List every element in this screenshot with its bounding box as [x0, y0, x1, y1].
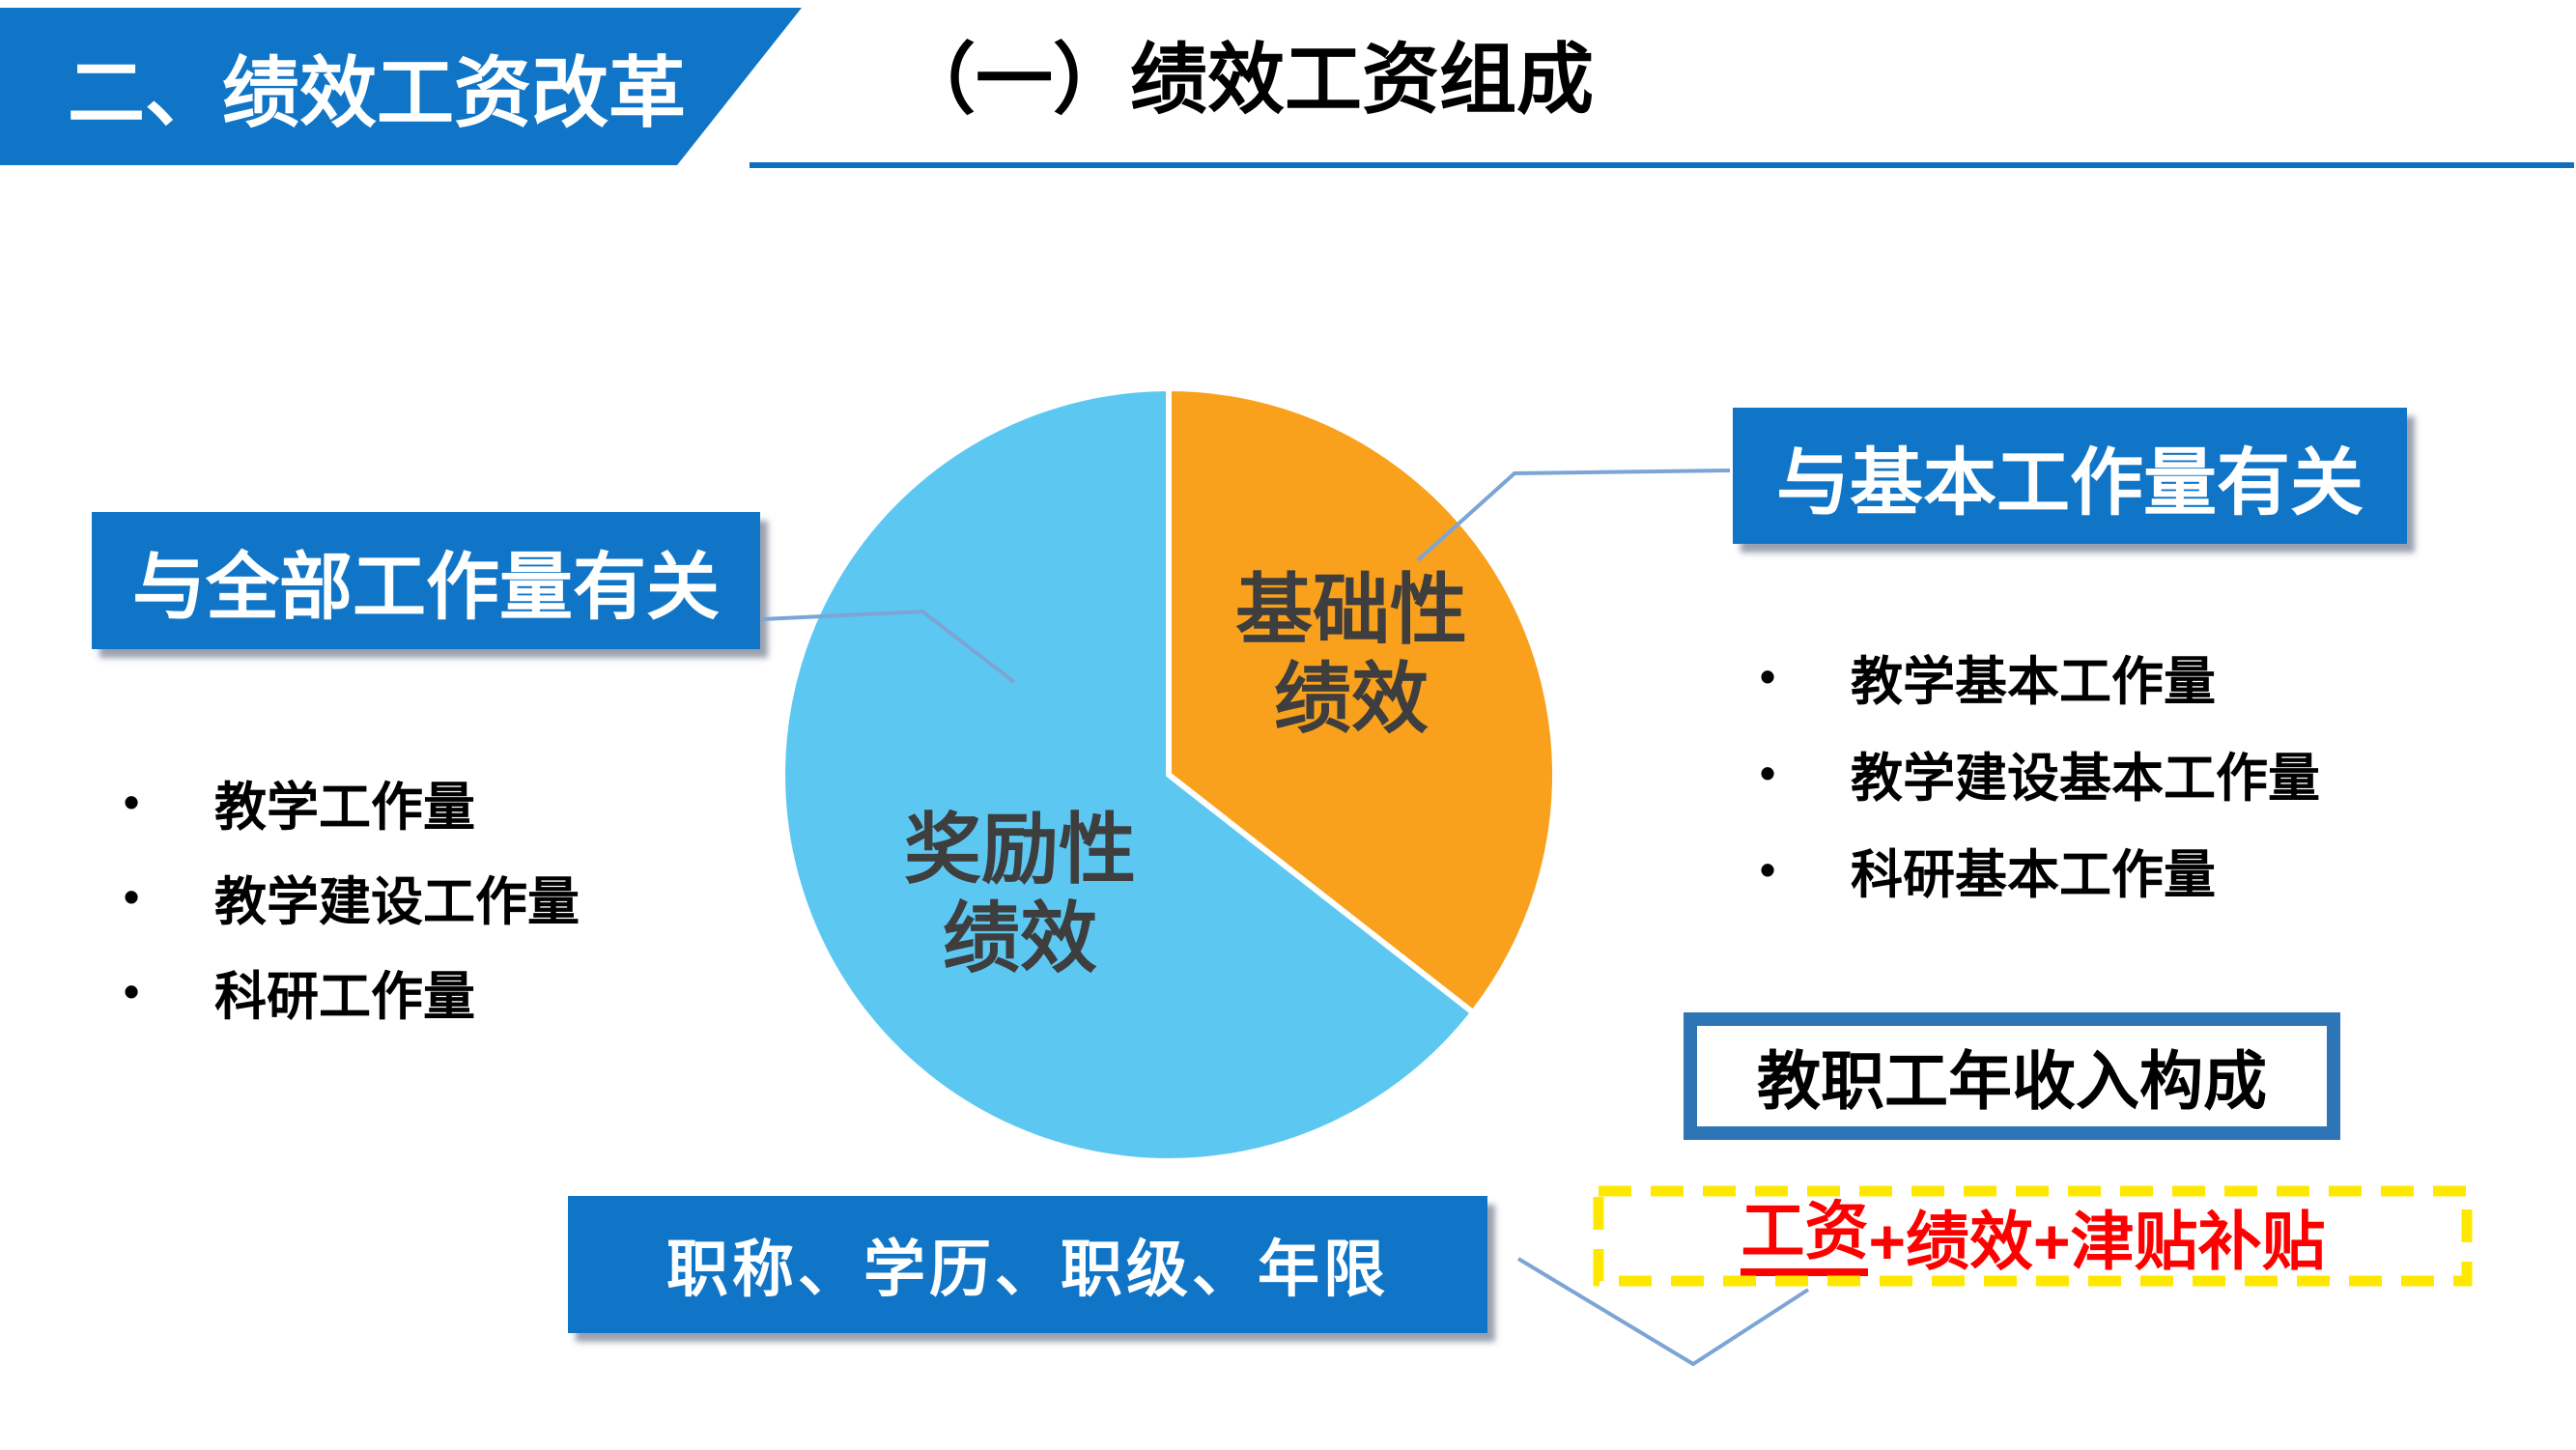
formula-salary-underlined: 工资 [1741, 1197, 1869, 1276]
right-callout-box: 与基本工作量有关 [1733, 408, 2407, 544]
right-callout-label: 与基本工作量有关 [1776, 441, 2364, 525]
bullet-label: 教学基本工作量 [1851, 652, 2216, 711]
pie-label-incentive-line2: 绩效 [943, 896, 1097, 981]
pie-label-incentive: 奖励性 绩效 [904, 806, 1136, 983]
list-item: • 教学工作量 [124, 769, 475, 837]
income-formula-text: 工资 +绩效+津贴补贴 [1594, 1186, 2473, 1287]
bullet-label: 教学建设基本工作量 [1851, 749, 2320, 808]
pie-slice-incentive [779, 385, 1477, 1164]
bullet-dot: • [124, 777, 140, 827]
bullet-dot: • [124, 966, 140, 1016]
bullet-label: 科研工作量 [214, 967, 475, 1026]
bullet-dot: • [1760, 651, 1776, 701]
income-title-label: 教职工年收入构成 [1757, 1045, 2267, 1117]
bottom-callout-label: 职称、学历、职级、年限 [666, 1235, 1389, 1304]
bullet-dot: • [1760, 748, 1776, 798]
pie-label-incentive-line1: 奖励性 [904, 807, 1136, 893]
list-item: • 教学基本工作量 [1760, 643, 2216, 711]
bullet-dot: • [124, 871, 140, 922]
title-underline [750, 162, 2574, 168]
bullet-label: 教学工作量 [214, 778, 475, 837]
list-item: • 科研基本工作量 [1760, 837, 2216, 904]
header-banner: 二、绩效工资改革 [0, 8, 802, 165]
income-title-box: 教职工年收入构成 [1684, 1012, 2340, 1140]
formula-rest: +绩效+津贴补贴 [1868, 1206, 2326, 1277]
pie-label-basic-line1: 基础性 [1235, 567, 1467, 653]
left-callout-box: 与全部工作量有关 [92, 512, 760, 649]
pie-label-basic: 基础性 绩效 [1235, 566, 1467, 744]
page-title: （一）绩效工资组成 [898, 37, 1594, 123]
pie-chart [779, 385, 1559, 1164]
list-item: • 教学建设工作量 [124, 864, 580, 931]
list-item: • 科研工作量 [124, 958, 475, 1026]
pie-label-basic-line2: 绩效 [1274, 656, 1429, 742]
bottom-callout-box: 职称、学历、职级、年限 [568, 1196, 1487, 1333]
bullet-dot: • [1760, 844, 1776, 895]
left-callout-label: 与全部工作量有关 [132, 547, 720, 629]
banner-label: 二、绩效工资改革 [68, 49, 686, 136]
bullet-label: 教学建设工作量 [214, 872, 580, 931]
bullet-label: 科研基本工作量 [1851, 845, 2216, 904]
list-item: • 教学建设基本工作量 [1760, 740, 2320, 808]
